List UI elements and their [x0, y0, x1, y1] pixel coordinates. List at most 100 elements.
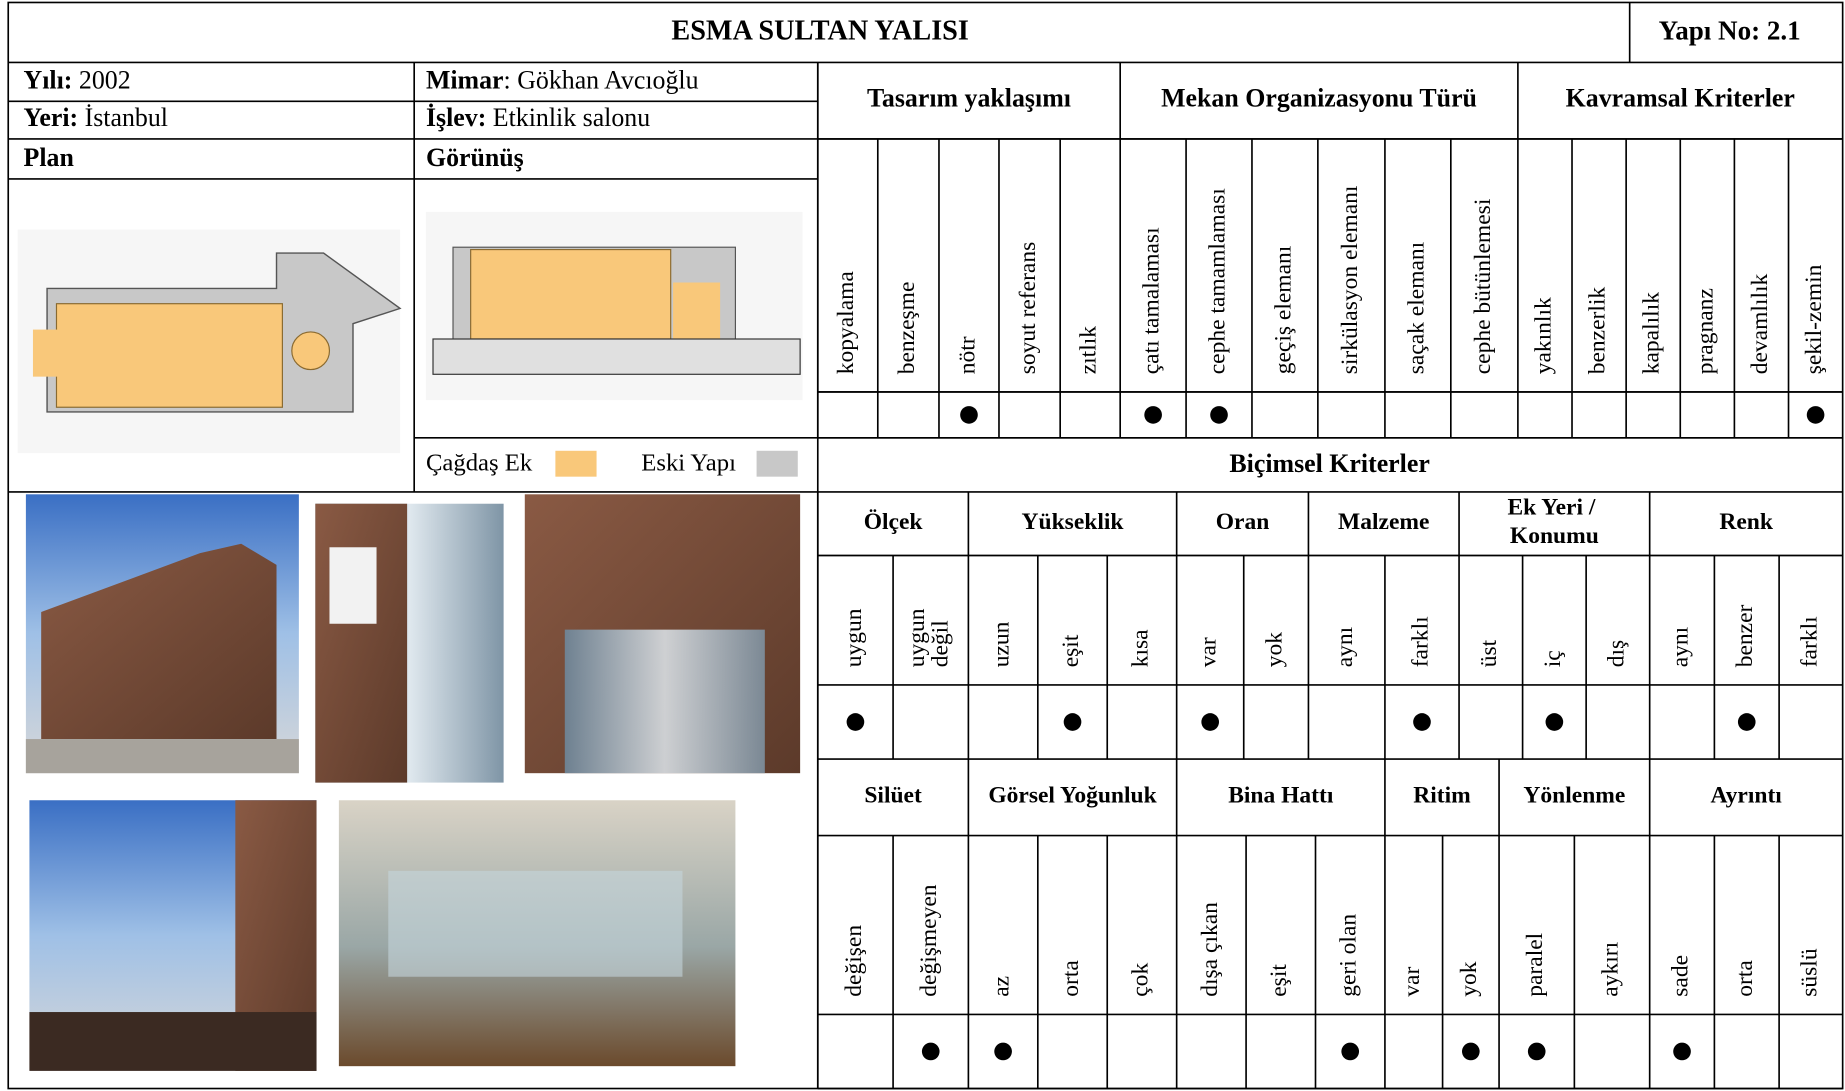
criterion-label: kapalılık	[1639, 292, 1665, 375]
architect: : Gökhan Avcıoğlu	[504, 65, 699, 94]
criterion-label: benzerlik	[1584, 287, 1610, 375]
function-label: İşlev:	[426, 103, 486, 132]
plan-drawing	[17, 229, 402, 454]
check-mark	[1144, 406, 1162, 424]
criterion-label: şekil-zemin	[1801, 264, 1827, 374]
check-mark	[1341, 1042, 1360, 1061]
criterion-label: sirkülasyon elemanı	[1337, 185, 1363, 374]
photo-building	[41, 543, 277, 740]
group-header: Tasarım yaklaşımı	[867, 84, 1071, 113]
group-header: Bina Hattı	[1228, 783, 1334, 809]
criterion-label: eşit	[1266, 964, 1292, 997]
criterion-label: cephe tamamlaması	[1204, 188, 1230, 375]
photo-hall-glass	[388, 870, 683, 977]
photo-window	[329, 547, 377, 624]
criterion-label: pragnanz	[1693, 288, 1719, 374]
criterion-label: var	[1196, 637, 1222, 667]
group-header: Ölçek	[864, 509, 924, 535]
group-header: Ek Yeri / Konumu	[1507, 495, 1601, 549]
check-mark	[1545, 713, 1564, 731]
photos	[25, 494, 801, 1071]
criterion-label: sade	[1667, 955, 1693, 997]
elevation-drawing	[425, 211, 803, 401]
criterion-label: üst	[1476, 639, 1502, 667]
check-mark	[994, 1042, 1012, 1061]
criterion-label: benzer	[1732, 604, 1758, 667]
architect-label: Mimar	[426, 65, 504, 94]
formal-title: Biçimsel Kriterler	[1229, 449, 1429, 478]
criterion-label: kısa	[1127, 629, 1153, 667]
check-mark	[1673, 1042, 1691, 1061]
criterion-label: uygun değil	[904, 603, 954, 668]
place-label: Yeri:	[24, 103, 79, 132]
group-header: Silüet	[864, 783, 922, 809]
criterion-label: az	[989, 976, 1015, 997]
criterion-label: saçak elemanı	[1403, 241, 1429, 374]
check-mark	[1201, 713, 1220, 731]
criterion-label: farklı	[1407, 616, 1433, 667]
check-mark	[1737, 713, 1756, 731]
group-header: Ritim	[1413, 783, 1471, 809]
plan-label: Plan	[24, 143, 74, 172]
year-line: Yılı: 2002	[24, 65, 131, 94]
photo-atrium-glass	[564, 629, 765, 774]
criterion-label: benzeşme	[894, 282, 920, 375]
photo-brick-wall	[315, 503, 408, 783]
function: Etkinlik salonu	[493, 103, 650, 132]
criterion-label: cephe bütünlemesi	[1470, 198, 1496, 374]
criterion-label: zıtlık	[1076, 326, 1102, 375]
criterion-label: aykırı	[1597, 941, 1623, 996]
criterion-label: var	[1399, 967, 1425, 997]
criterion-label: yok	[1261, 632, 1287, 668]
check-mark	[1210, 406, 1228, 424]
criterion-label: iç	[1540, 650, 1566, 667]
criterion-label: paralel	[1522, 932, 1548, 996]
group-header: Mekan Organizasyonu Türü	[1161, 84, 1477, 113]
group-header: Yükseklik	[1022, 509, 1125, 535]
place-line: Yeri: İstanbul	[24, 103, 168, 132]
criterion-label: nötr	[954, 336, 980, 374]
check-mark	[1413, 713, 1431, 731]
criterion-label: eşit	[1058, 634, 1084, 667]
legend-swatch	[555, 450, 597, 477]
criterion-label: geçiş elemanı	[1270, 245, 1296, 374]
group-header: Yönlenme	[1523, 783, 1625, 809]
criterion-label: çatı tamalaması	[1139, 227, 1165, 374]
photo-sky-frame	[29, 1012, 317, 1071]
criterion-label: çok	[1127, 963, 1153, 997]
criterion-label: soyut referans	[1015, 242, 1041, 375]
architect-line: Mimar: Gökhan Avcıoğlu	[426, 65, 699, 94]
criterion-label: yok	[1456, 961, 1482, 997]
year-label: Yılı:	[24, 65, 73, 94]
group-header: Oran	[1216, 509, 1270, 535]
title: ESMA SULTAN YALISI	[671, 16, 968, 47]
criterion-label: orta	[1058, 960, 1084, 997]
criterion-label: geri olan	[1336, 914, 1362, 997]
check-mark	[846, 713, 865, 731]
group-header: Ayrıntı	[1710, 783, 1782, 809]
check-mark	[921, 1042, 940, 1061]
legend-swatch	[756, 450, 798, 477]
group-header: Görsel Yoğunluk	[988, 783, 1157, 809]
check-mark	[1063, 713, 1082, 731]
check-mark	[960, 406, 978, 424]
criterion-label: süslü	[1796, 948, 1822, 997]
view-label: Görünüş	[426, 143, 524, 172]
group-header: Renk	[1719, 509, 1773, 535]
criterion-label: devamlılık	[1747, 273, 1773, 374]
criterion-label: değişen	[841, 925, 867, 997]
criterion-label: aynı	[1667, 626, 1693, 667]
group-header: Malzeme	[1338, 509, 1429, 535]
criterion-label: uzun	[989, 621, 1015, 667]
criterion-label: yakınlık	[1530, 297, 1556, 374]
check-mark	[1806, 406, 1825, 424]
criterion-label: uygun	[841, 608, 867, 667]
group-header: Kavramsal Kriterler	[1566, 84, 1795, 113]
place: İstanbul	[85, 103, 168, 132]
function-line: İşlev: Etkinlik salonu	[426, 103, 650, 132]
check-mark	[1527, 1042, 1546, 1061]
criterion-label: dışa çıkan	[1197, 902, 1223, 997]
year: 2002	[79, 65, 131, 94]
criterion-label: aynı	[1332, 626, 1358, 667]
